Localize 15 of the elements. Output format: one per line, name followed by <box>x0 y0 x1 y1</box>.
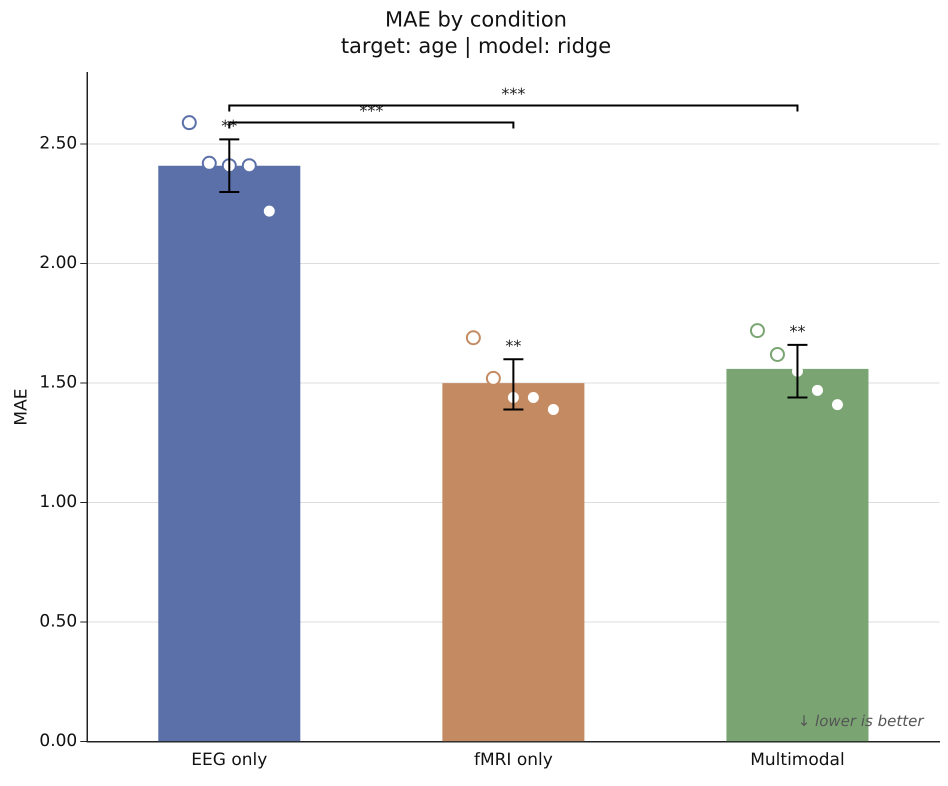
chart-title: MAE by condition <box>385 8 567 32</box>
y-tick-label: 0.00 <box>39 731 78 752</box>
annotation: ** <box>789 322 806 342</box>
y-tick-label: 2.00 <box>39 253 78 274</box>
y-axis-title: MAE <box>12 388 32 426</box>
y-tick-label: 0.50 <box>39 612 78 632</box>
y-tick-label: 2.50 <box>39 134 78 154</box>
x-tick-label: fMRI only <box>474 750 553 770</box>
annotation: *** <box>501 84 526 104</box>
annotation: ** <box>505 336 522 356</box>
chart-subtitle: target: age | model: ridge <box>340 34 612 58</box>
y-tick-label: 1.00 <box>39 492 78 512</box>
y-tick-label: 1.50 <box>39 372 78 393</box>
x-tick-label: EEG only <box>191 750 268 770</box>
x-tick-label: Multimodal <box>750 750 845 770</box>
